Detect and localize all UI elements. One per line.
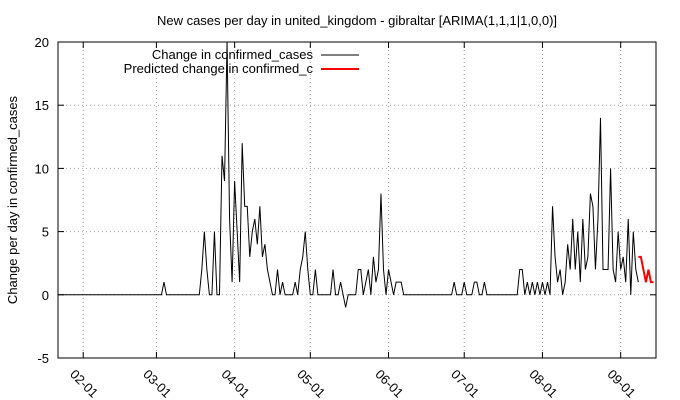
plot-border: [57, 41, 657, 359]
y-axis: -5 0 5 10 15 20: [35, 35, 656, 366]
y-axis-label: Change per day in confirmed_cases: [5, 95, 20, 304]
y-tick-label: 15: [35, 98, 49, 113]
y-tick-label: 0: [42, 288, 49, 303]
legend-label-2: Predicted change in confirmed_c: [124, 61, 314, 76]
x-tick-label: 07-01: [448, 367, 482, 400]
x-tick-label: 09-01: [605, 367, 639, 400]
y-tick-label: -5: [37, 351, 49, 366]
series-line-1: [58, 41, 639, 308]
series-group: [58, 41, 654, 308]
x-tick-label: 03-01: [140, 367, 174, 400]
x-tick-label: 08-01: [526, 367, 560, 400]
x-tick-label: 06-01: [372, 367, 406, 400]
y-tick-label: 5: [42, 225, 49, 240]
x-tick-label: 02-01: [67, 367, 101, 400]
chart-title: New cases per day in united_kingdom - gi…: [157, 13, 557, 28]
grid: [58, 42, 656, 358]
x-tick-label: 05-01: [294, 367, 328, 400]
legend-label-1: Change in confirmed_cases: [152, 47, 314, 62]
x-tick-label: 04-01: [219, 367, 253, 400]
y-tick-label: 20: [35, 35, 49, 50]
series-line-2: [638, 255, 654, 284]
y-tick-label: 10: [35, 161, 49, 176]
